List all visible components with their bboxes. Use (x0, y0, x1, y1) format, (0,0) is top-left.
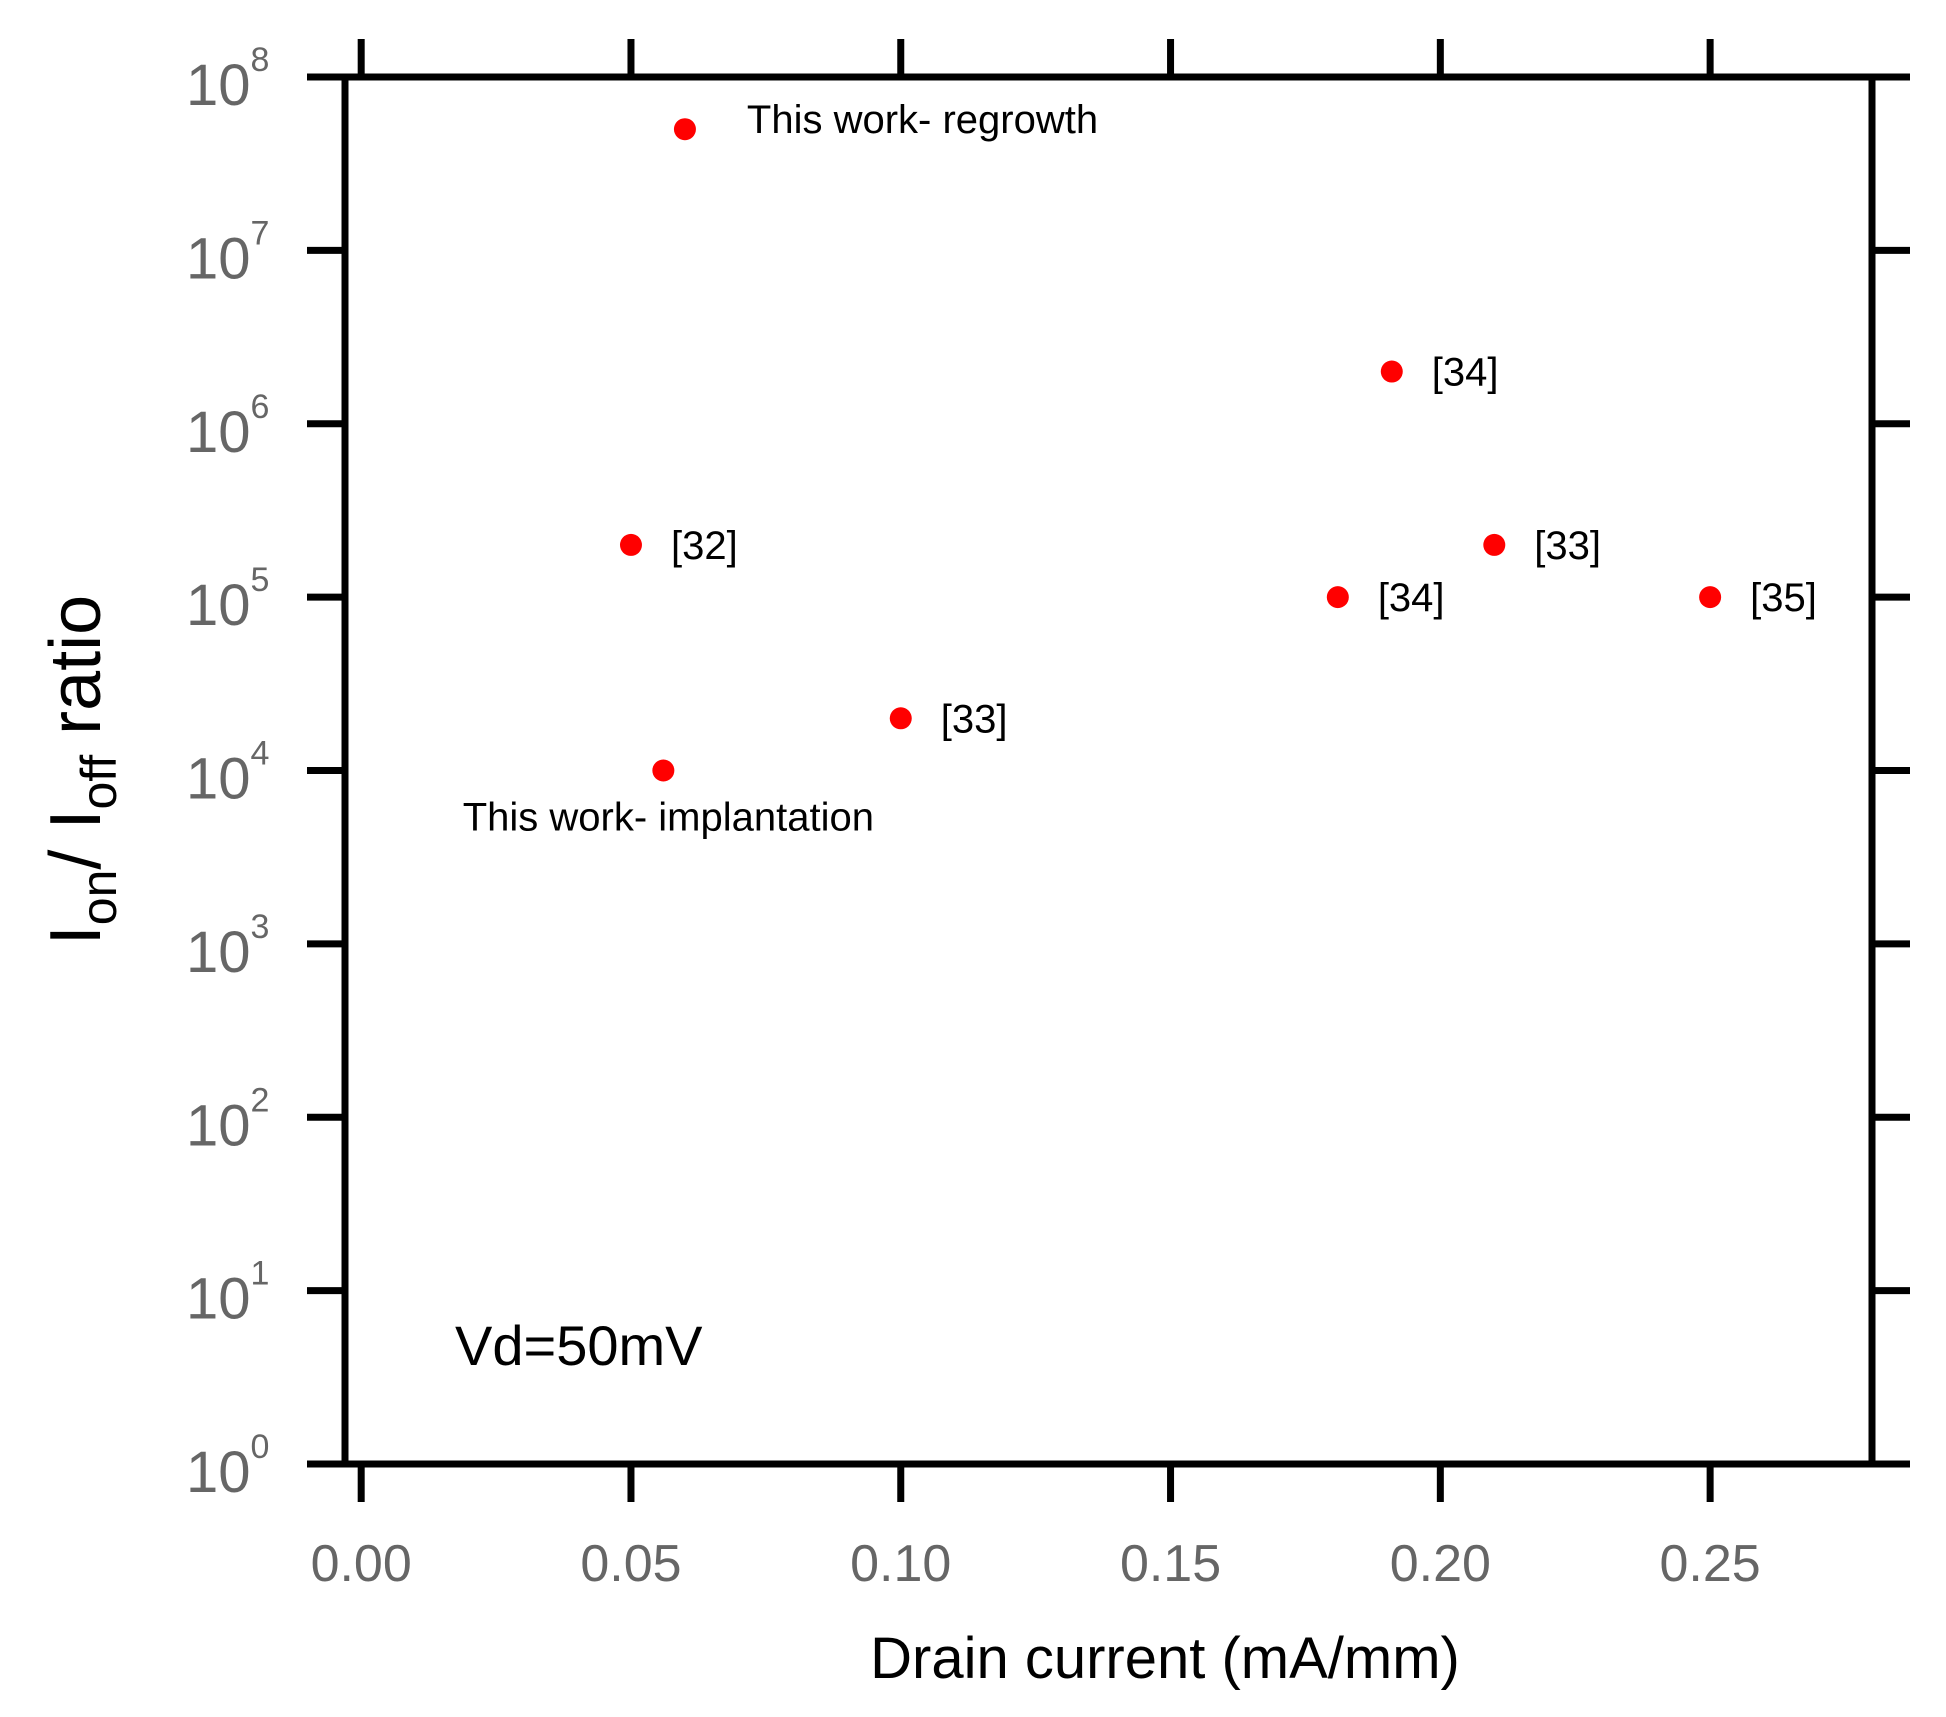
y-tick-label: 104 (186, 735, 269, 812)
data-point (673, 118, 696, 141)
y-tick-label-exponent: 0 (251, 1428, 270, 1466)
y-tick-label-base: 10 (186, 920, 251, 985)
x-tick-label: 0.25 (1660, 1535, 1761, 1593)
x-tick-label: 0.20 (1390, 1535, 1491, 1593)
data-point (1326, 586, 1349, 609)
y-tick-label-base: 10 (186, 1440, 251, 1505)
y-tick-label-base: 10 (186, 747, 251, 812)
data-point-label: [34] (1432, 351, 1499, 395)
data-point-label: [35] (1750, 576, 1817, 620)
data-point (889, 707, 912, 730)
y-tick-label-exponent: 1 (251, 1255, 270, 1293)
x-tick-label: 0.00 (311, 1535, 412, 1593)
data-point-label: [34] (1378, 576, 1445, 620)
y-tick-label-exponent: 8 (251, 41, 270, 79)
x-tick-label: 0.15 (1120, 1535, 1221, 1593)
chart-annotation: Vd=50mV (455, 1314, 703, 1377)
ticks-layer: 0.00 0.05 0.10 0.15 0.20 0.251001011021031041… (186, 39, 1910, 1593)
y-tick-label-base: 10 (186, 1267, 251, 1332)
y-tick-label-base: 10 (186, 573, 251, 638)
data-point-label: This work- regrowth (747, 98, 1098, 142)
x-axis-title: Drain current (mA/mm) (870, 1626, 1460, 1691)
y-axis-title-sub-off: off (71, 755, 127, 810)
y-tick-label: 105 (186, 561, 269, 638)
y-tick-label-base: 10 (186, 1093, 251, 1158)
data-point-label: [32] (671, 524, 738, 568)
y-tick-label-exponent: 7 (251, 214, 270, 252)
data-point (1483, 533, 1506, 556)
data-point (619, 533, 642, 556)
y-axis-title-mid: / I (36, 810, 116, 870)
y-axis-title-prefix: I (36, 925, 116, 945)
data-point (1699, 586, 1722, 609)
x-tick-label: 0.05 (580, 1535, 681, 1593)
data-point-label: This work- implantation (463, 796, 874, 840)
y-tick-label-base: 10 (186, 226, 251, 291)
plot-area-frame (341, 73, 1876, 1468)
y-tick-label: 107 (186, 214, 269, 291)
x-tick-label: 0.10 (850, 1535, 951, 1593)
y-tick-label-exponent: 2 (251, 1081, 270, 1119)
y-axis-title-sub-on: on (71, 870, 127, 926)
y-axis-title: Ion/ Ioff ratio (36, 595, 127, 945)
y-tick-label: 102 (186, 1081, 269, 1158)
y-tick-label-exponent: 3 (251, 908, 270, 946)
y-tick-label-exponent: 6 (251, 388, 270, 426)
y-tick-label-exponent: 5 (251, 561, 270, 599)
y-tick-label-base: 10 (186, 53, 251, 118)
data-point (1380, 360, 1403, 383)
data-point-label: [33] (1534, 524, 1601, 568)
data-point-label: [33] (941, 697, 1008, 741)
point-labels-layer: This work- regrowth [34] [32] [33] [34] [35] [… (463, 98, 1817, 839)
y-tick-label: 103 (186, 908, 269, 985)
points-layer (619, 118, 1722, 782)
y-tick-label: 100 (186, 1428, 269, 1505)
y-tick-label: 101 (186, 1255, 269, 1332)
y-tick-label-exponent: 4 (251, 735, 270, 773)
y-tick-label: 106 (186, 388, 269, 465)
y-tick-label-base: 10 (186, 400, 251, 465)
y-axis-title-suffix: ratio (36, 595, 116, 755)
data-point (652, 759, 675, 782)
y-tick-label: 108 (186, 41, 269, 118)
